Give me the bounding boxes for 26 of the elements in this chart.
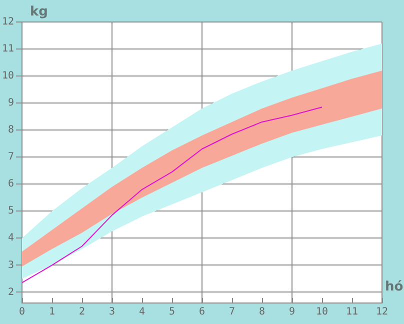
x-tick-label: 9 (288, 306, 296, 318)
x-tick-label: 5 (168, 306, 176, 318)
y-tick-label: 2 (8, 286, 14, 298)
y-tick-label: 11 (2, 44, 14, 55)
x-tick-label: 4 (138, 306, 146, 318)
y-tick-label: 12 (2, 16, 14, 28)
y-tick-label: 5 (8, 206, 14, 217)
x-tick-label: 12 (376, 306, 388, 318)
x-tick-label: 7 (228, 306, 236, 318)
y-tick-label: 3 (8, 260, 14, 271)
y-tick-label: 4 (8, 232, 14, 244)
x-tick-label: 11 (346, 306, 358, 318)
y-tick-label: 9 (8, 98, 14, 109)
x-tick-label: 6 (198, 306, 206, 318)
y-tick-label: 7 (8, 152, 14, 163)
x-tick-label: 1 (48, 306, 56, 318)
y-axis-title: kg (30, 4, 48, 20)
y-tick-label: 6 (8, 178, 14, 190)
x-tick-label: 10 (316, 306, 328, 318)
y-tick-label: 8 (8, 124, 14, 136)
x-tick-label: 3 (108, 306, 116, 318)
x-axis-title: hó (385, 279, 404, 294)
y-tick-label: 10 (2, 70, 14, 82)
x-tick-label: 2 (78, 306, 86, 318)
x-tick-label: 0 (18, 306, 26, 318)
x-tick-label: 8 (258, 306, 266, 318)
